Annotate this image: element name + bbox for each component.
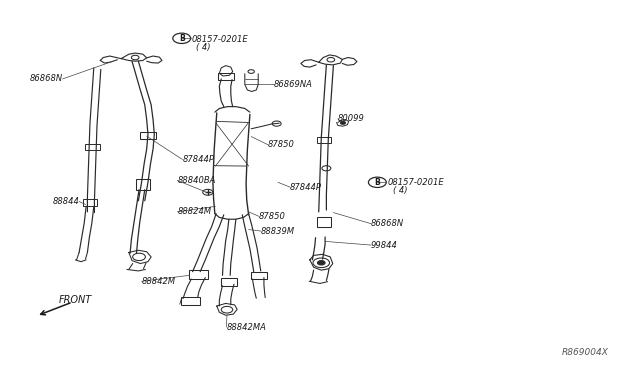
Text: 08157-0201E: 08157-0201E <box>191 35 248 44</box>
Text: 99844: 99844 <box>371 241 398 250</box>
Bar <box>251 272 267 279</box>
Circle shape <box>317 260 325 265</box>
Text: 86868N: 86868N <box>371 219 404 228</box>
Text: 87850: 87850 <box>268 140 294 149</box>
Bar <box>218 73 234 80</box>
Bar <box>140 132 156 139</box>
Text: 88839M: 88839M <box>260 227 295 235</box>
Text: 87850: 87850 <box>259 212 285 221</box>
Bar <box>317 217 331 227</box>
Text: 88824M: 88824M <box>177 207 211 217</box>
Text: 88842MA: 88842MA <box>227 323 266 331</box>
Text: 87844P: 87844P <box>182 155 214 164</box>
Text: 80099: 80099 <box>338 114 365 123</box>
Text: FRONT: FRONT <box>59 295 92 305</box>
Bar <box>83 199 97 206</box>
Text: 86869NA: 86869NA <box>274 80 313 89</box>
Text: B: B <box>179 34 184 43</box>
Text: 88844: 88844 <box>52 197 79 206</box>
Text: ( 4): ( 4) <box>393 186 407 195</box>
Text: B: B <box>374 178 380 187</box>
Text: 08157-0201E: 08157-0201E <box>388 178 444 187</box>
Text: 86868N: 86868N <box>29 74 63 83</box>
Bar <box>221 278 237 286</box>
Bar <box>85 144 100 150</box>
Text: 87844P: 87844P <box>290 183 322 192</box>
Text: ( 4): ( 4) <box>196 43 211 52</box>
Bar <box>317 137 331 143</box>
Text: 88842M: 88842M <box>141 277 176 286</box>
Bar <box>181 297 200 305</box>
Bar <box>136 179 150 190</box>
Bar <box>189 270 209 279</box>
Text: 88840BA: 88840BA <box>177 176 216 185</box>
Circle shape <box>340 121 346 124</box>
Text: R869004X: R869004X <box>562 347 609 357</box>
